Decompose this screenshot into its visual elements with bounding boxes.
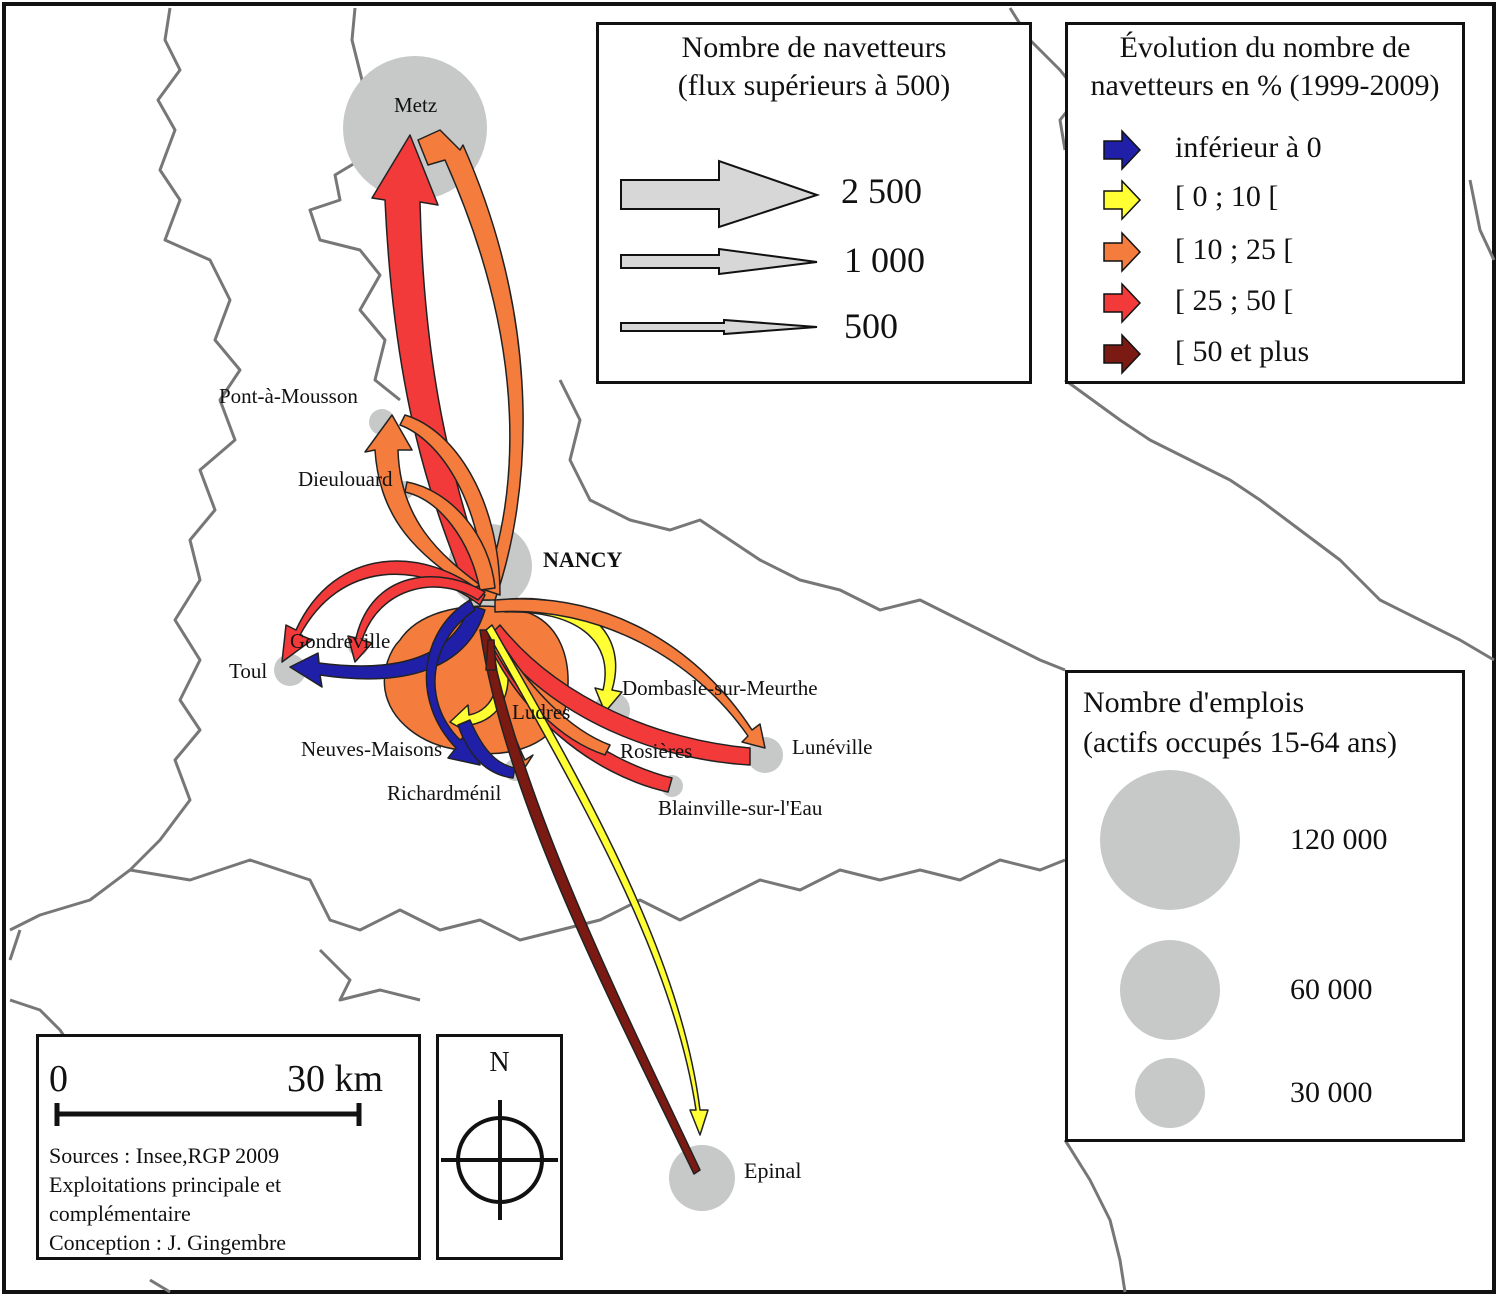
legend-jobs: Nombre d'emplois (actifs occupés 15-64 a… (1065, 670, 1465, 1142)
flow-red-gondreville (347, 575, 486, 663)
legend-jobs-circles (1100, 770, 1240, 1128)
swatch-red (1103, 282, 1142, 324)
label-rosieres: Rosières (620, 739, 693, 763)
legend-jobs-value-60000: 60 000 (1290, 973, 1373, 1006)
label-toul: Toul (229, 659, 268, 683)
flow-yellow-epinal (485, 624, 709, 1136)
flow-orange-local (383, 605, 569, 755)
legend-commuters-value-1000: 1 000 (844, 240, 925, 280)
label-blainville: Blainville-sur-l'Eau (658, 796, 823, 820)
epinal-circle (669, 1145, 735, 1211)
north-arrow-box: N (436, 1034, 563, 1260)
flow-orange-dieulouard (404, 481, 496, 591)
legend-evolution-label-4: [ 50 et plus (1175, 335, 1310, 368)
flow-blue-richardmenil (457, 719, 516, 779)
label-pont-a-mousson: Pont-à-Mousson (219, 384, 358, 408)
legend-jobs-title: Nombre d'emplois (actifs occupés 15-64 a… (1083, 683, 1397, 763)
flow-red-luneville (489, 624, 751, 766)
scale-credits-box: 0 30 km Sources : Insee,RGP 2009 Exploit… (36, 1034, 421, 1260)
label-ludres: Ludres (512, 700, 571, 724)
label-metz: Metz (394, 93, 438, 117)
legend-jobs-value-30000: 30 000 (1290, 1076, 1373, 1109)
legend-commuters-arrows (620, 159, 821, 336)
legend-circle-30000 (1135, 1058, 1205, 1128)
commuter-flows (281, 129, 766, 1175)
label-neuves-maisons: Neuves-Maisons (301, 737, 443, 761)
flow-red-toul (281, 560, 486, 663)
legend-evolution-swatches (1103, 129, 1142, 375)
credits-line-4: Conception : J. Gingembre (49, 1230, 287, 1255)
label-dieulouard: Dieulouard (298, 467, 393, 491)
legend-commuters-title: Nombre de navetteurs (flux supérieurs à … (599, 29, 1029, 105)
credits-line-2: Exploitations principale et (49, 1172, 282, 1197)
label-gondreville: Gondreville (290, 629, 391, 653)
legend-circle-60000 (1120, 940, 1220, 1040)
legend-commuters-value-500: 500 (844, 306, 898, 346)
legend-evolution-label-3: [ 25 ; 50 [ (1175, 284, 1294, 317)
arrow-2500 (620, 159, 821, 229)
compass-icon (441, 1100, 558, 1220)
swatch-orange (1103, 231, 1142, 273)
scale-bar (54, 1103, 362, 1126)
flow-darkred-epinal (479, 629, 701, 1175)
scale-start-label: 0 (49, 1058, 68, 1100)
legend-evolution-label-2: [ 10 ; 25 [ (1175, 233, 1294, 266)
scale-end-label: 30 km (287, 1058, 384, 1100)
legend-evolution-title-line2: navetteurs en % (1999-2009) (1090, 69, 1440, 102)
credits-line-1: Sources : Insee,RGP 2009 (49, 1143, 280, 1168)
legend-jobs-title-line1: Nombre d'emplois (1083, 686, 1305, 719)
label-luneville: Lunéville (792, 735, 873, 759)
credits-line-3: complémentaire (49, 1201, 191, 1226)
label-dombasle: Dombasle-sur-Meurthe (622, 676, 818, 700)
flow-orange-pont (364, 414, 481, 591)
label-nancy: NANCY (543, 547, 623, 572)
swatch-yellow (1103, 179, 1142, 221)
label-richardmenil: Richardménil (387, 781, 502, 805)
arrow-1000 (620, 247, 818, 276)
legend-jobs-value-120000: 120 000 (1290, 823, 1388, 856)
flow-blue-neuves (425, 599, 481, 766)
legend-commuters-title-line1: Nombre de navetteurs (681, 31, 947, 64)
flow-darkred-local (485, 639, 497, 671)
flow-orange-luneville (494, 598, 766, 749)
north-label: N (489, 1047, 510, 1078)
swatch-blue (1103, 129, 1142, 171)
label-epinal: Epinal (744, 1158, 802, 1183)
legend-jobs-title-line2: (actifs occupés 15-64 ans) (1083, 726, 1398, 759)
legend-commuters-title-line2: (flux supérieurs à 500) (677, 69, 951, 102)
swatch-darkred (1103, 333, 1142, 375)
legend-evolution-label-0: inférieur à 0 (1175, 131, 1322, 164)
legend-commuters: Nombre de navetteurs (flux supérieurs à … (596, 22, 1032, 384)
legend-evolution: Évolution du nombre de navetteurs en % (… (1065, 22, 1465, 384)
legend-commuters-value-2500: 2 500 (841, 171, 922, 211)
legend-evolution-title-line1: Évolution du nombre de (1119, 31, 1411, 64)
legend-evolution-title: Évolution du nombre de navetteurs en % (… (1068, 29, 1462, 105)
credits: Sources : Insee,RGP 2009 Exploitations p… (49, 1141, 286, 1257)
legend-evolution-label-1: [ 0 ; 10 [ (1175, 180, 1279, 213)
arrow-500 (620, 318, 818, 336)
flow-orange-metz (417, 129, 524, 601)
legend-circle-120000 (1100, 770, 1240, 910)
